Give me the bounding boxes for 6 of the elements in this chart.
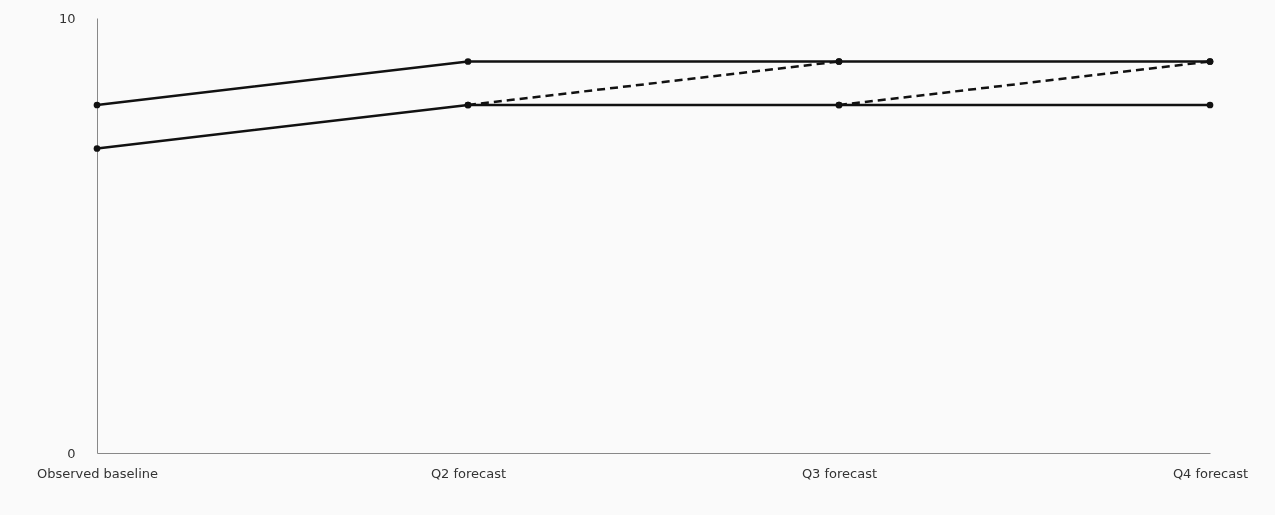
y-tick-label: 10 [58, 10, 76, 26]
x-tick-label: Q2 forecast [430, 465, 507, 481]
x-tick-label: Q4 forecast [1172, 465, 1249, 481]
x-tick-label: Observed baseline [36, 465, 159, 481]
y-tick-label: 0 [67, 445, 76, 461]
x-tick-label: Q3 forecast [801, 465, 878, 481]
